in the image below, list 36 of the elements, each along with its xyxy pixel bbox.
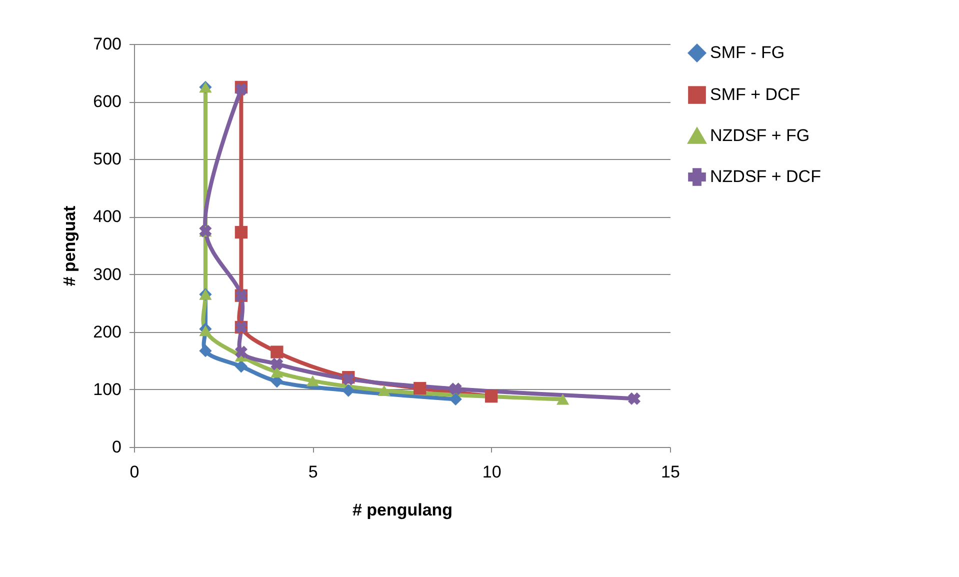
point xyxy=(628,392,641,405)
y-tick-label: 100 xyxy=(93,380,122,399)
point xyxy=(306,375,319,386)
point xyxy=(234,83,248,96)
legend-label: NZDSF + FG xyxy=(710,126,810,145)
point xyxy=(234,226,248,239)
point xyxy=(342,384,355,397)
point xyxy=(378,385,390,396)
y-tick-label: 600 xyxy=(93,92,122,112)
point xyxy=(199,325,212,336)
x-tick-label: 0 xyxy=(130,462,140,482)
x-axis-title: # pengulang xyxy=(352,500,453,520)
y-tick-label: 300 xyxy=(93,264,122,284)
legend-label: NZDSF + DCF xyxy=(710,167,821,186)
point xyxy=(270,366,284,378)
point xyxy=(414,382,426,395)
y-axis-title: # penguat xyxy=(60,206,80,286)
point xyxy=(270,346,284,358)
y-tick-label: 700 xyxy=(93,34,122,54)
point xyxy=(485,390,498,403)
y-tick-label: 500 xyxy=(93,150,122,169)
x-tick-label: 15 xyxy=(661,462,680,482)
point xyxy=(234,346,248,358)
point xyxy=(556,394,570,405)
y-tick-label: 200 xyxy=(93,322,122,342)
point xyxy=(449,382,462,396)
point xyxy=(449,392,462,406)
x-tick-label: 10 xyxy=(482,462,502,482)
y-tick-label: 0 xyxy=(112,438,122,456)
point xyxy=(270,358,284,370)
point xyxy=(199,344,212,358)
x-tick-label: 5 xyxy=(308,462,318,482)
legend-label: SMF + DCF xyxy=(710,85,800,104)
y-tick-label: 400 xyxy=(93,207,122,226)
legend-label: SMF - FG xyxy=(710,43,785,62)
point xyxy=(234,360,248,373)
